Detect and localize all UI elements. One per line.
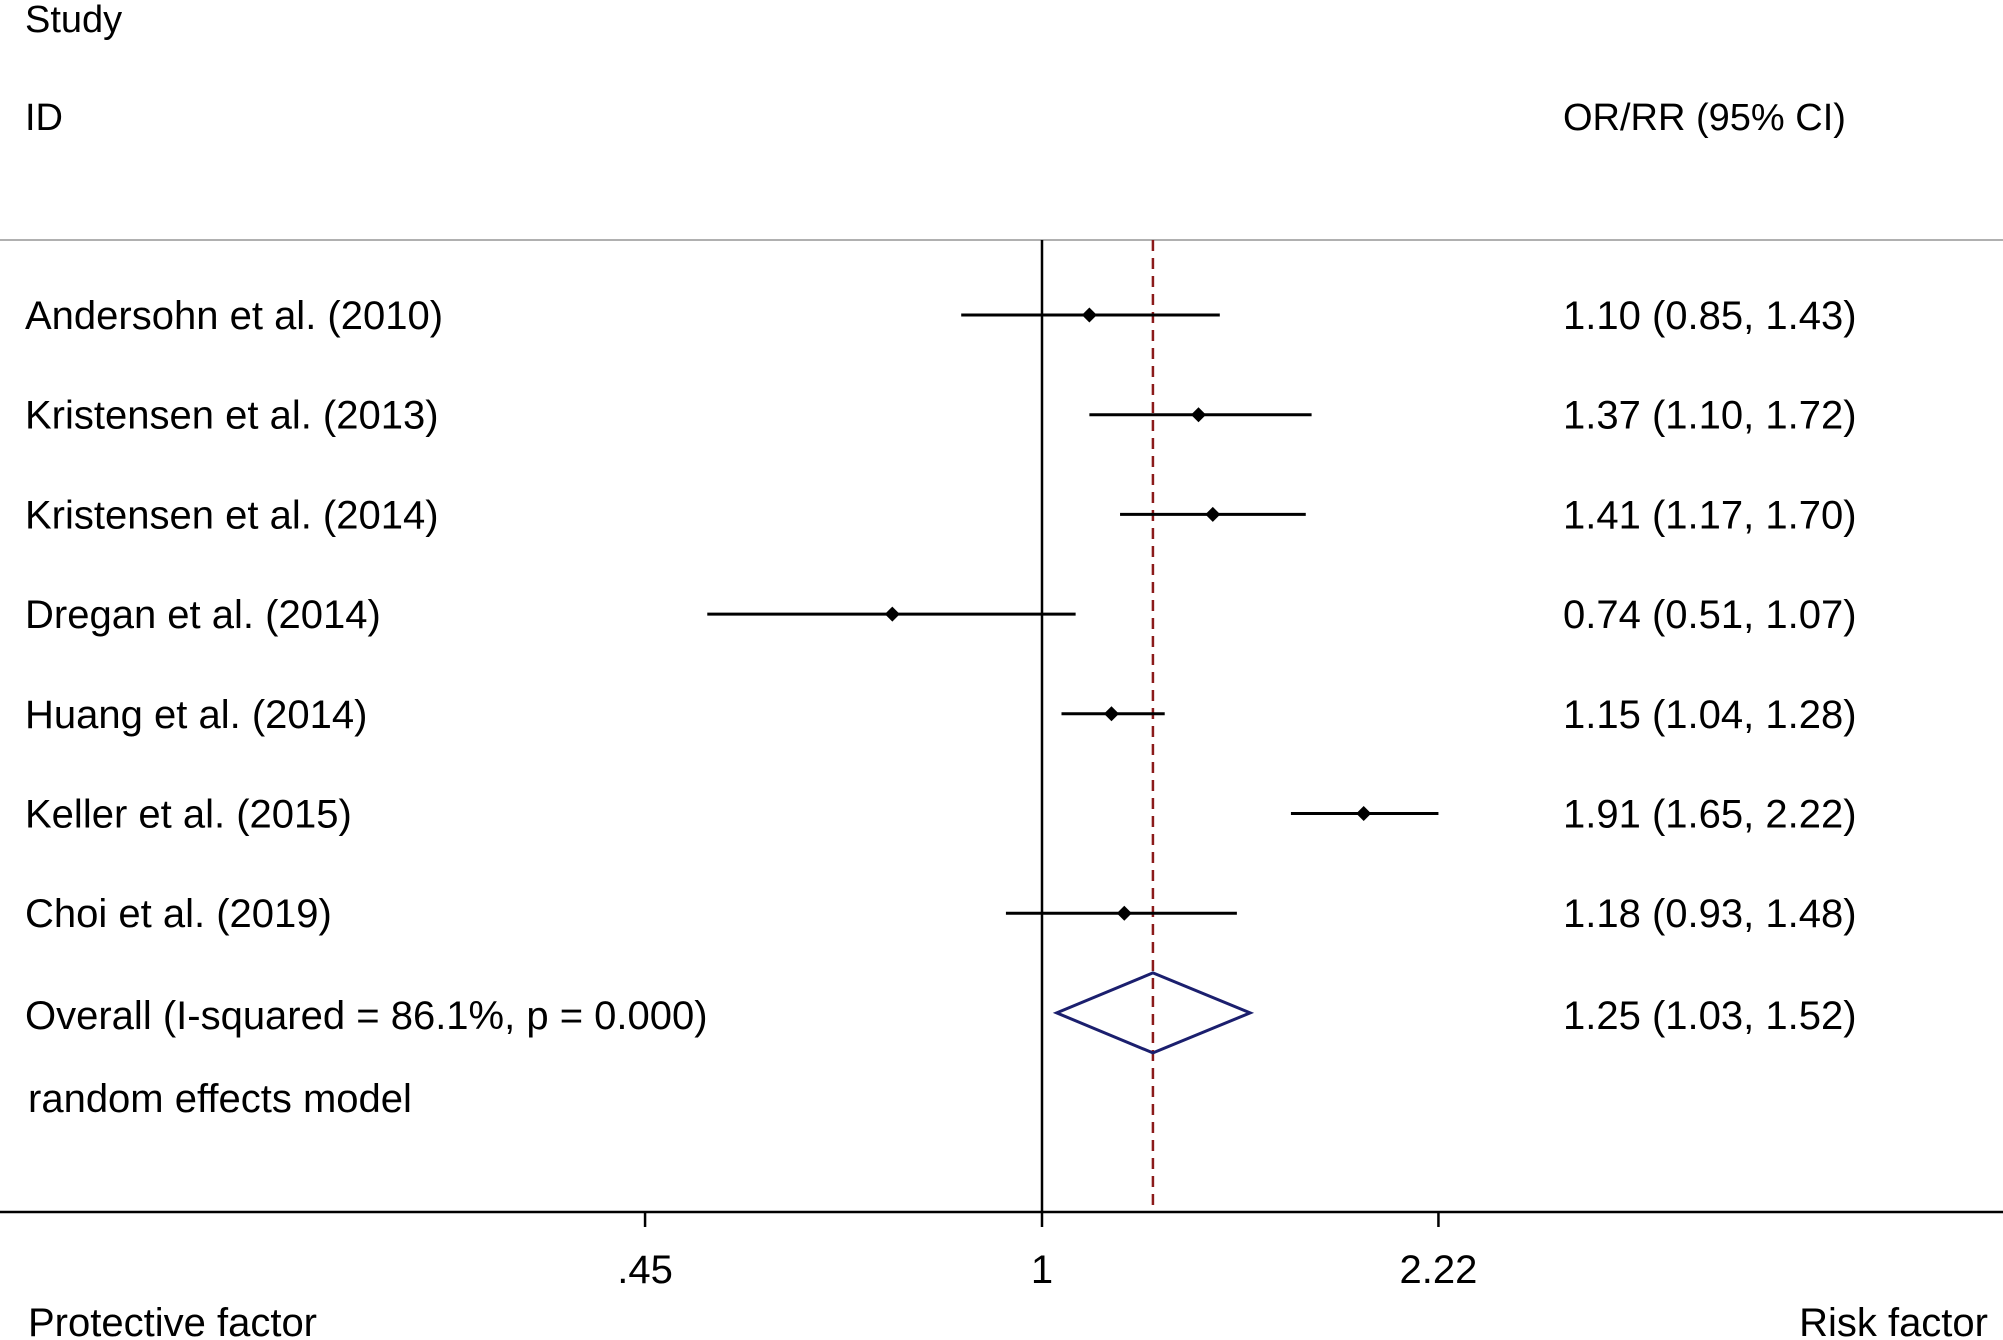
point-estimate — [1356, 806, 1372, 821]
study-label: Kristensen et al. (2013) — [25, 394, 439, 438]
point-estimate — [1081, 307, 1097, 323]
study-label: Keller et al. (2015) — [25, 793, 352, 837]
study-estimate-text: 1.91 (1.65, 2.22) — [1563, 793, 1857, 837]
header-id: ID — [25, 97, 63, 139]
study-estimate-text: 1.10 (0.85, 1.43) — [1563, 294, 1857, 338]
x-axis-ticks: .45 1 2.22 — [617, 1212, 1477, 1292]
header-study: Study — [25, 0, 122, 41]
x-tick-label: .45 — [617, 1248, 673, 1292]
model-note: random effects model — [28, 1077, 412, 1121]
study-label: Choi et al. (2019) — [25, 892, 332, 936]
study-rows: Andersohn et al. (2010) 1.10 (0.85, 1.43)… — [25, 294, 1857, 936]
header-estimate: OR/RR (95% CI) — [1563, 97, 1846, 139]
x-label-right: Risk factor — [1799, 1301, 1988, 1340]
point-estimate — [1190, 407, 1206, 423]
x-label-left: Protective factor — [28, 1301, 317, 1340]
overall-estimate-text: 1.25 (1.03, 1.52) — [1563, 994, 1857, 1038]
study-label: Dregan et al. (2014) — [25, 593, 381, 637]
study-label: Andersohn et al. (2010) — [25, 294, 443, 338]
study-estimate-text: 1.37 (1.10, 1.72) — [1563, 394, 1857, 438]
point-estimate — [1205, 506, 1221, 522]
study-estimate-text: 1.18 (0.93, 1.48) — [1563, 892, 1857, 936]
study-label: Huang et al. (2014) — [25, 693, 367, 737]
point-estimate — [1103, 706, 1119, 722]
study-estimate-text: 1.41 (1.17, 1.70) — [1563, 493, 1857, 537]
overall-label: Overall (I-squared = 86.1%, p = 0.000) — [25, 994, 708, 1038]
point-estimate — [884, 606, 900, 622]
overall-diamond — [1052, 971, 1255, 1055]
x-tick-label: 2.22 — [1400, 1248, 1478, 1292]
study-estimate-text: 1.15 (1.04, 1.28) — [1563, 693, 1857, 737]
study-estimate-text: 0.74 (0.51, 1.07) — [1563, 593, 1857, 637]
x-tick-label: 1 — [1031, 1248, 1053, 1292]
point-estimate — [1116, 905, 1132, 921]
study-label: Kristensen et al. (2014) — [25, 493, 439, 537]
